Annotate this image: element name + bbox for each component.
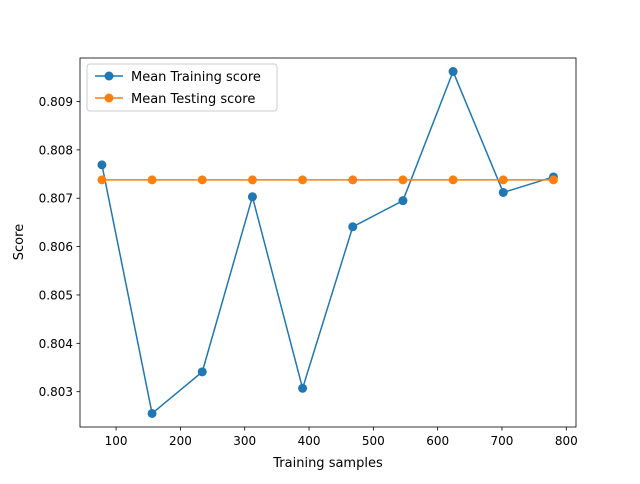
data-point-mean-training-score — [498, 187, 508, 197]
plot-frame — [79, 57, 577, 428]
data-point-mean-testing-score — [448, 175, 458, 185]
data-point-mean-testing-score — [348, 175, 358, 185]
data-point-mean-testing-score — [197, 175, 207, 185]
x-tick-label: 700 — [491, 434, 514, 448]
data-point-mean-training-score — [97, 160, 107, 170]
y-tick-label: 0.808 — [39, 143, 73, 157]
x-tick-label: 300 — [233, 434, 256, 448]
x-tick-label: 600 — [426, 434, 449, 448]
data-point-mean-training-score — [348, 222, 358, 232]
data-point-mean-training-score — [197, 367, 207, 377]
data-point-mean-training-score — [448, 67, 458, 77]
legend-marker-training — [104, 71, 114, 81]
data-point-mean-training-score — [147, 408, 157, 418]
legend-label-testing: Mean Testing score — [131, 92, 255, 107]
data-point-mean-testing-score — [298, 175, 308, 185]
y-tick-label: 0.809 — [39, 95, 73, 109]
data-point-mean-training-score — [247, 192, 257, 202]
data-point-mean-testing-score — [548, 175, 558, 185]
data-point-mean-testing-score — [147, 175, 157, 185]
data-point-mean-testing-score — [398, 175, 408, 185]
y-tick-label: 0.807 — [39, 192, 73, 206]
x-tick-label: 400 — [298, 434, 321, 448]
y-tick-label: 0.806 — [39, 240, 73, 254]
data-point-mean-testing-score — [498, 175, 508, 185]
y-tick-label: 0.804 — [39, 337, 73, 351]
x-axis-label: Training samples — [272, 456, 383, 471]
data-point-mean-testing-score — [97, 175, 107, 185]
legend-box — [86, 63, 278, 112]
series-line-mean-training-score — [101, 70, 554, 415]
y-axis-label: Score — [12, 224, 27, 260]
legend-label-training: Mean Training score — [131, 70, 261, 85]
x-tick-label: 800 — [555, 434, 578, 448]
data-point-mean-training-score — [398, 196, 408, 206]
x-tick-label: 500 — [362, 434, 385, 448]
x-tick-label: 200 — [169, 434, 192, 448]
y-tick-label: 0.803 — [39, 385, 73, 399]
data-point-mean-training-score — [298, 383, 308, 393]
y-tick-label: 0.805 — [39, 288, 73, 302]
data-point-mean-testing-score — [247, 175, 257, 185]
x-tick-label: 100 — [105, 434, 128, 448]
legend: Mean Training score Mean Testing score — [86, 63, 278, 112]
legend-marker-testing — [104, 93, 114, 103]
